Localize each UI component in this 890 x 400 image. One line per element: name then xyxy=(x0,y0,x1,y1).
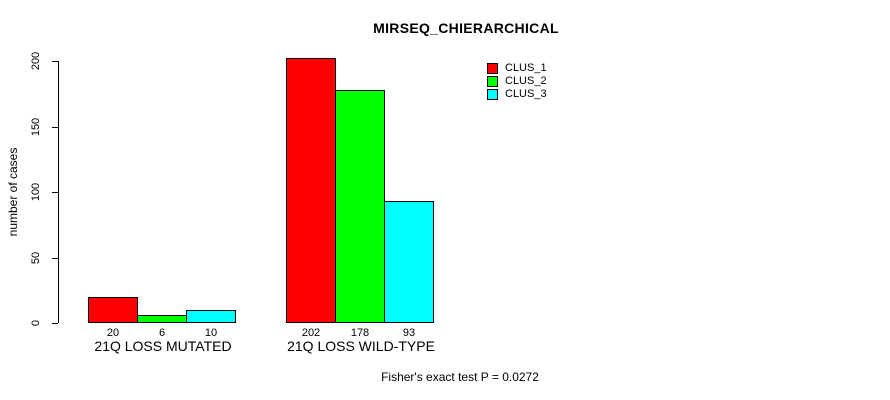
legend-row-clus_3: CLUS_3 xyxy=(487,89,547,100)
bar-value-label: 10 xyxy=(204,327,218,339)
legend-label: CLUS_3 xyxy=(505,88,547,100)
legend-label: CLUS_2 xyxy=(505,75,547,87)
y-tick-mark xyxy=(52,323,58,324)
y-axis-line xyxy=(58,61,59,323)
bar-value-label: 6 xyxy=(158,327,166,339)
y-tick-label: 0 xyxy=(30,319,42,327)
bar-value-label: 178 xyxy=(350,327,370,339)
bar-clus_1-group1 xyxy=(88,297,138,323)
group-label-wild-type: 21Q LOSS WILD-TYPE xyxy=(287,338,435,354)
fisher-test-annotation: Fisher's exact test P = 0.0272 xyxy=(381,370,539,384)
y-tick-label: 150 xyxy=(30,117,42,136)
y-tick-label: 200 xyxy=(30,51,42,71)
bar-value-label: 93 xyxy=(402,327,416,339)
y-tick-label: 100 xyxy=(30,182,42,202)
bar-clus_2-group2 xyxy=(335,90,385,323)
bar-clus_3-group2 xyxy=(384,201,434,323)
y-tick-label: 50 xyxy=(30,251,42,264)
y-axis-label: number of cases xyxy=(6,147,20,237)
y-tick-mark xyxy=(52,257,58,259)
chart-title: MIRSEQ_CHIERARCHICAL xyxy=(373,20,559,36)
legend-swatch-icon xyxy=(487,63,498,74)
legend: CLUS_1 CLUS_2 CLUS_3 xyxy=(487,63,547,100)
bar-value-label: 20 xyxy=(106,327,120,339)
legend-label: CLUS_1 xyxy=(505,62,547,74)
legend-swatch-icon xyxy=(487,89,498,100)
y-tick-mark xyxy=(52,61,58,62)
bar-value-label: 202 xyxy=(301,327,321,339)
bar-clus_3-group1 xyxy=(186,310,236,323)
y-tick-mark xyxy=(52,126,58,128)
bar-clus_2-group1 xyxy=(137,315,187,323)
group-label-mutated: 21Q LOSS MUTATED xyxy=(94,338,232,354)
bar-clus_1-group2 xyxy=(286,58,336,323)
legend-swatch-icon xyxy=(487,76,498,87)
y-tick-mark xyxy=(52,192,58,193)
legend-row-clus_2: CLUS_2 xyxy=(487,76,547,87)
legend-row-clus_1: CLUS_1 xyxy=(487,63,547,74)
